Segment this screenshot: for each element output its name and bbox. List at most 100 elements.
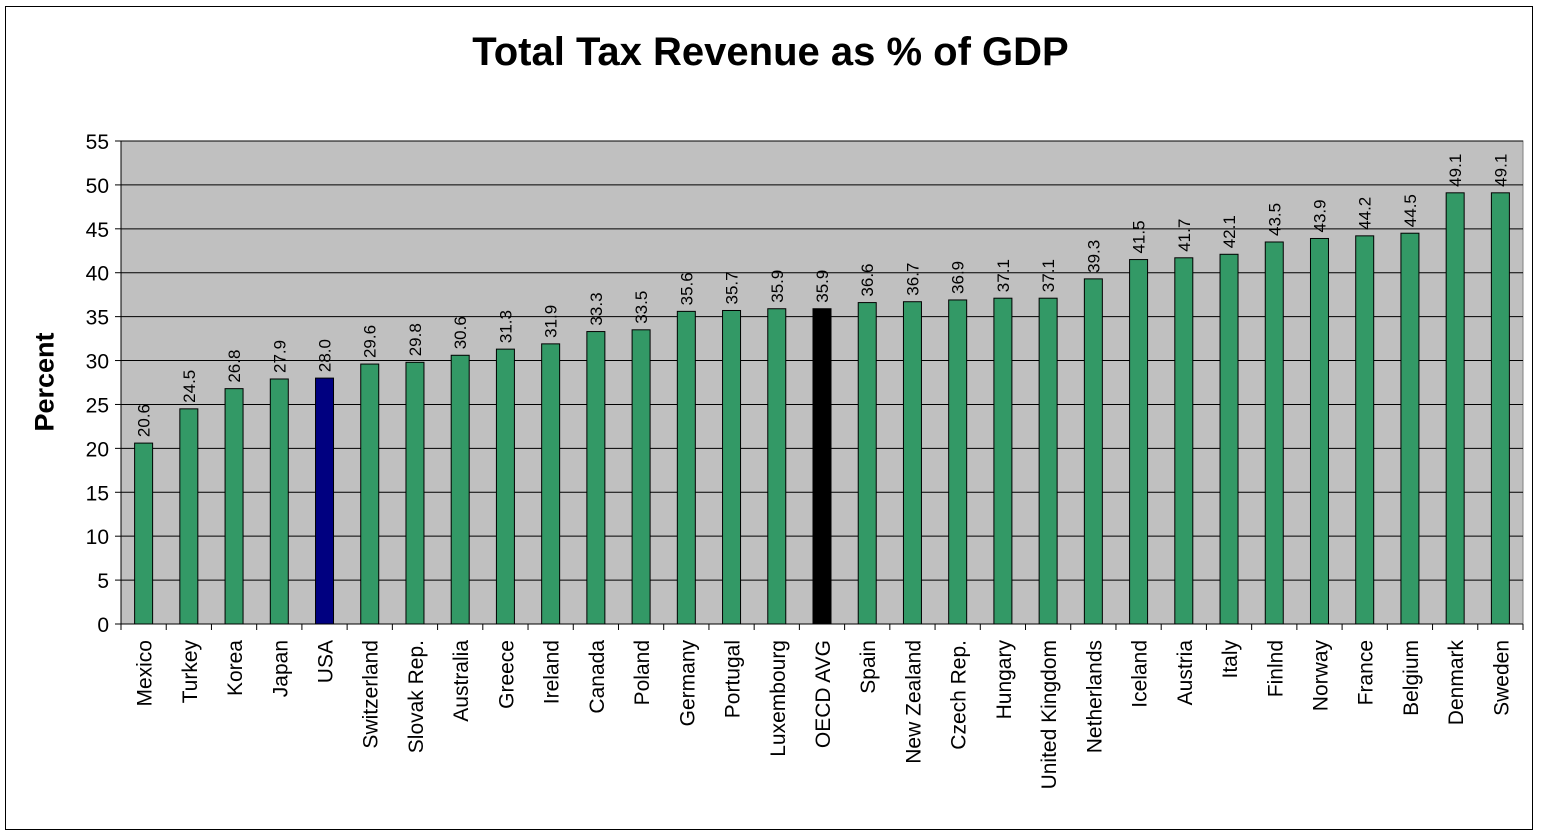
bar	[631, 329, 651, 625]
category-label: Slovak Rep.	[405, 640, 428, 753]
category-label: Japan	[269, 640, 292, 697]
bar	[1309, 237, 1329, 625]
bar	[857, 302, 877, 625]
bar	[1083, 278, 1103, 625]
bar	[269, 378, 289, 625]
data-label: 24.5	[180, 370, 199, 403]
bar	[360, 363, 380, 625]
category-label: Korea	[224, 640, 247, 696]
data-label: 26.8	[225, 350, 244, 383]
category-label: Canada	[586, 640, 609, 714]
data-label: 39.3	[1084, 240, 1103, 273]
bar	[1264, 241, 1284, 625]
category-label: Ireland	[541, 640, 564, 704]
bar	[676, 310, 696, 625]
bar	[495, 348, 515, 625]
data-label: 41.5	[1130, 220, 1149, 253]
y-tick-label: 30	[86, 351, 109, 374]
bar	[179, 408, 199, 625]
data-label: 31.9	[542, 305, 561, 338]
y-tick-label: 20	[86, 438, 109, 461]
y-tick-label: 35	[86, 307, 109, 330]
data-label: 49.1	[1446, 154, 1465, 187]
bar	[450, 354, 470, 625]
bar	[541, 343, 561, 625]
category-label: Hungary	[993, 640, 1016, 720]
bar	[1174, 257, 1194, 625]
category-label: Australia	[450, 640, 473, 722]
bar	[993, 297, 1013, 625]
y-tick-label: 25	[86, 394, 109, 417]
y-tick-label: 45	[86, 219, 109, 242]
data-label: 42.1	[1220, 215, 1239, 248]
bar	[902, 301, 922, 625]
bar	[1445, 192, 1465, 625]
data-label: 35.7	[723, 271, 742, 304]
data-label: 33.5	[632, 291, 651, 324]
category-label: Belgium	[1400, 640, 1423, 716]
bar	[812, 308, 832, 625]
bar	[1038, 297, 1058, 625]
y-tick-label: 15	[86, 482, 109, 505]
bar	[767, 308, 787, 625]
data-label: 37.1	[994, 259, 1013, 292]
category-label: USA	[315, 640, 338, 683]
bar	[948, 299, 968, 625]
data-label: 44.5	[1401, 194, 1420, 227]
category-label: Poland	[631, 640, 654, 705]
data-label: 35.9	[768, 270, 787, 303]
bar	[1355, 235, 1375, 625]
data-label: 30.6	[451, 316, 470, 349]
bar	[1219, 253, 1239, 625]
bar	[224, 388, 244, 625]
category-label: Portugal	[722, 640, 745, 718]
bar	[315, 377, 335, 625]
data-label: 33.3	[587, 292, 606, 325]
category-label: Germany	[676, 640, 699, 727]
category-label: Finlnd	[1264, 640, 1287, 697]
y-tick-label: 50	[86, 175, 109, 198]
bar	[586, 331, 606, 625]
data-label: 44.2	[1356, 197, 1375, 230]
data-label: 28.0	[316, 339, 335, 372]
category-label: Austria	[1174, 640, 1197, 706]
category-label: OECD AVG	[812, 640, 835, 748]
category-label: Mexico	[134, 640, 157, 707]
chart-title: Total Tax Revenue as % of GDP	[472, 30, 1069, 74]
bar	[1129, 259, 1149, 625]
y-tick-label: 10	[86, 526, 109, 549]
data-label: 31.3	[496, 310, 515, 343]
bar	[405, 361, 425, 625]
y-tick-label: 40	[86, 263, 109, 286]
data-label: 20.6	[135, 404, 154, 437]
category-label: Denmark	[1445, 640, 1468, 726]
y-tick-label: 5	[97, 570, 109, 593]
data-label: 36.6	[858, 263, 877, 296]
category-label: France	[1355, 640, 1378, 705]
category-label: Luxembourg	[767, 640, 790, 757]
bar	[134, 442, 154, 625]
data-label: 43.5	[1265, 203, 1284, 236]
category-label: New Zealand	[902, 640, 925, 764]
data-label: 29.6	[361, 325, 380, 358]
data-label: 27.9	[270, 340, 289, 373]
category-label: Czech Rep.	[948, 640, 971, 750]
data-label: 43.9	[1310, 199, 1329, 232]
category-label: Netherlands	[1083, 640, 1106, 753]
data-label: 36.7	[903, 263, 922, 296]
data-label: 36.9	[949, 261, 968, 294]
category-label: Greece	[495, 640, 518, 709]
data-label: 35.6	[677, 272, 696, 305]
y-tick-label: 0	[97, 614, 109, 637]
category-label: Iceland	[1129, 640, 1152, 708]
bar	[722, 309, 742, 625]
bar	[1400, 232, 1420, 625]
category-label: Spain	[857, 640, 880, 694]
bar	[1490, 192, 1510, 625]
data-label: 29.8	[406, 323, 425, 356]
y-tick-label: 55	[86, 131, 109, 154]
category-label: Norway	[1309, 640, 1332, 712]
category-label: Sweden	[1490, 640, 1513, 716]
data-label: 35.9	[813, 270, 832, 303]
